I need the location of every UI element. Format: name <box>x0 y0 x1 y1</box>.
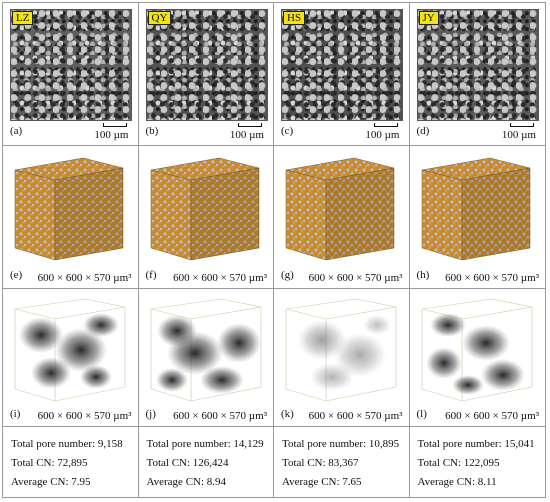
total-cn: Total CN: 83,367 <box>282 457 359 469</box>
total-pore-number: Total pore number: 14,129 <box>146 438 264 450</box>
pore-cube-image <box>421 157 530 261</box>
sample-label: JY <box>418 11 439 25</box>
pore-cube-panel-jy: (h) 600 × 600 × 570 µm³ <box>409 146 545 289</box>
sem-panel-lz: LZ (a) 100 µm <box>3 3 139 146</box>
panel-letter: (k) <box>281 408 294 420</box>
panel-letter: (j) <box>145 408 156 420</box>
sem-image <box>10 9 132 121</box>
pore-cube-image <box>14 157 124 261</box>
average-cn: Average CN: 8.11 <box>417 476 497 488</box>
dimension-label: 600 × 600 × 570 µm³ <box>445 410 539 422</box>
total-pore-number: Total pore number: 10,895 <box>282 438 400 450</box>
average-cn: Average CN: 7.95 <box>11 476 91 488</box>
dimension-label: 600 × 600 × 570 µm³ <box>445 272 539 284</box>
panel-letter: (e) <box>10 269 23 281</box>
network-cube-image <box>421 298 532 402</box>
scale-bar <box>238 123 262 127</box>
sem-panel-hs: HS (c) 100 µm <box>274 3 410 146</box>
dimension-label: 600 × 600 × 570 µm³ <box>308 272 403 284</box>
network-cube-image <box>150 298 261 402</box>
stats-panel-lz: Total pore number: 9,158 Total CN: 72,89… <box>3 427 139 497</box>
dimension-label: 600 × 600 × 570 µm³ <box>173 272 267 284</box>
sem-image <box>145 9 268 121</box>
panel-letter: (h) <box>416 269 430 281</box>
scale-bar <box>373 123 398 127</box>
total-pore-number: Total pore number: 15,041 <box>417 438 535 450</box>
dimension-label: 600 × 600 × 570 µm³ <box>37 272 132 284</box>
total-cn: Total CN: 72,895 <box>11 457 88 469</box>
scale-label: 100 µm <box>365 129 400 141</box>
panel-letter: (f) <box>145 269 157 281</box>
sem-image <box>416 9 539 121</box>
panel-letter: (a) <box>10 125 23 137</box>
network-cube-image <box>285 298 397 402</box>
pore-cube-image <box>285 157 395 261</box>
sample-label: HS <box>283 11 306 25</box>
network-cube-panel-lz: (i) 600 × 600 × 570 µm³ <box>3 289 139 427</box>
pore-cube-panel-hs: (g) 600 × 600 × 570 µm³ <box>274 146 410 289</box>
average-cn: Average CN: 8.94 <box>146 476 227 488</box>
pore-cube-image <box>150 157 259 261</box>
stats-panel-qy: Total pore number: 14,129 Total CN: 126,… <box>139 427 274 497</box>
scale-label: 100 µm <box>229 129 264 141</box>
panel-letter: (d) <box>416 125 430 137</box>
network-cube-panel-hs: (k) 600 × 600 × 570 µm³ <box>274 289 410 427</box>
network-cube-image <box>14 298 126 402</box>
network-cube-panel-qy: (j) 600 × 600 × 570 µm³ <box>138 289 274 427</box>
average-cn: Average CN: 7.65 <box>282 476 362 488</box>
sem-panel-jy: JY (d) 100 µm <box>409 3 545 146</box>
panel-letter: (g) <box>281 269 294 281</box>
scale-bar <box>102 123 127 127</box>
dimension-label: 600 × 600 × 570 µm³ <box>308 410 403 422</box>
panel-letter: (b) <box>145 125 159 137</box>
network-cube-panel-jy: (l) 600 × 600 × 570 µm³ <box>409 289 545 427</box>
pore-cube-panel-lz: (e) 600 × 600 × 570 µm³ <box>3 146 139 289</box>
dimension-label: 600 × 600 × 570 µm³ <box>173 410 267 422</box>
scale-bar <box>510 123 534 127</box>
sem-panel-qy: QY (b) 100 µm <box>138 3 274 146</box>
scale-label: 100 µm <box>501 129 536 141</box>
total-pore-number: Total pore number: 9,158 <box>11 438 123 450</box>
total-cn: Total CN: 126,424 <box>146 457 229 469</box>
scale-label: 100 µm <box>94 129 129 141</box>
total-cn: Total CN: 122,095 <box>417 457 500 469</box>
figure-grid-frame: LZ (a) 100 µm QY (b) 100 µm HS (c) 100 µ… <box>2 2 546 498</box>
sample-label: LZ <box>12 11 34 25</box>
sample-label: QY <box>147 11 172 25</box>
panel-letter: (i) <box>10 408 21 420</box>
stats-panel-jy: Total pore number: 15,041 Total CN: 122,… <box>410 427 546 497</box>
pore-cube-panel-qy: (f) 600 × 600 × 570 µm³ <box>138 146 274 289</box>
panel-letter: (l) <box>416 408 427 420</box>
panel-letter: (c) <box>281 125 294 137</box>
stats-panel-hs: Total pore number: 10,895 Total CN: 83,3… <box>274 427 410 497</box>
sem-image <box>281 9 403 121</box>
dimension-label: 600 × 600 × 570 µm³ <box>37 410 132 422</box>
